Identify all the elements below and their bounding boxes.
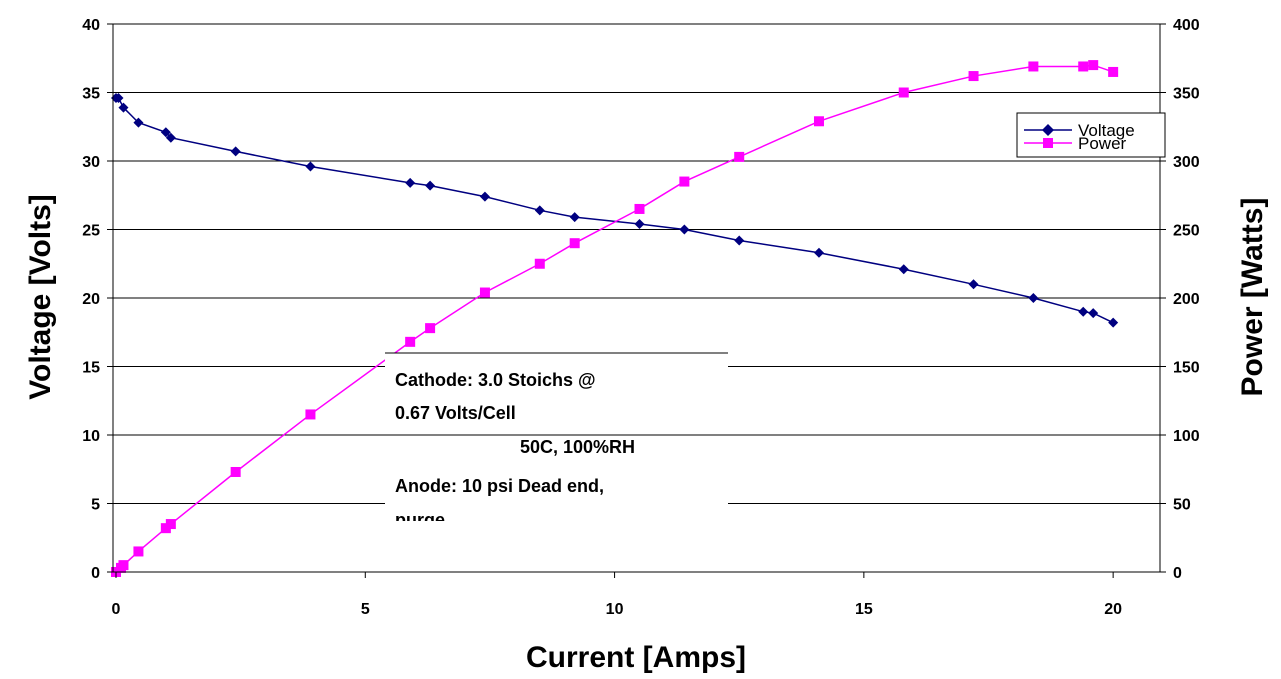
power-point: [534, 258, 545, 269]
voltage-point: [479, 191, 490, 202]
y-axis-title: Voltage [Volts]: [24, 194, 57, 400]
annotation-line-2: 0.67 Volts/Cell: [395, 403, 516, 423]
voltage-point: [569, 212, 580, 223]
annotation-line-4: Anode: 10 psi Dead end,: [395, 476, 604, 496]
power-point: [405, 336, 416, 347]
power-point: [165, 519, 176, 530]
power-point: [1108, 66, 1119, 77]
legend-power-marker: [1043, 138, 1053, 148]
axes: 0510152025303540050100150200250300350400…: [82, 17, 1200, 618]
y-tick-label: 15: [82, 360, 100, 377]
voltage-point: [133, 117, 144, 128]
y2-tick-label: 0: [1173, 565, 1182, 582]
voltage-point: [113, 92, 124, 103]
y2-tick-label: 350: [1173, 86, 1200, 103]
voltage-point: [1028, 293, 1039, 303]
power-point: [1078, 61, 1089, 72]
annotation-line-3: 50C, 100%RH: [520, 437, 635, 457]
power-point: [1028, 61, 1039, 72]
voltage-point: [230, 146, 241, 157]
x-axis-title: Current [Amps]: [526, 641, 746, 674]
voltage-point: [679, 224, 690, 235]
power-point: [634, 203, 645, 214]
voltage-point: [425, 180, 436, 191]
y-tick-label: 40: [82, 17, 100, 34]
y-tick-label: 5: [91, 497, 100, 514]
legend: Voltage Power: [1016, 112, 1166, 158]
power-point: [1088, 60, 1099, 71]
y2-tick-label: 50: [1173, 497, 1191, 514]
power-point: [898, 87, 909, 98]
legend-box: [1016, 112, 1166, 158]
voltage-point: [160, 127, 171, 138]
power-point: [479, 287, 490, 298]
series-layer: [111, 60, 1119, 577]
power-point: [679, 176, 690, 187]
power-point: [425, 323, 436, 334]
y2-tick-label: 100: [1173, 428, 1200, 445]
voltage-point: [1078, 306, 1089, 317]
x-tick-label: 10: [606, 601, 624, 618]
y-tick-label: 35: [82, 86, 100, 103]
voltage-point: [534, 205, 545, 216]
y-tick-label: 20: [82, 291, 100, 308]
x-tick-label: 5: [361, 601, 370, 618]
y2-tick-label: 200: [1173, 291, 1200, 308]
voltage-point: [165, 132, 176, 143]
voltage-point: [305, 161, 316, 172]
power-point: [968, 71, 979, 82]
y2-tick-label: 150: [1173, 360, 1200, 377]
x-tick-label: 0: [112, 601, 121, 618]
power-point: [305, 409, 316, 420]
legend-voltage-label: Voltage: [1078, 121, 1135, 140]
voltage-point: [118, 102, 129, 113]
y2-tick-label: 300: [1173, 154, 1200, 171]
voltage-series-line: [116, 97, 1114, 324]
annotation-clip: purge: [395, 510, 445, 530]
y-tick-label: 30: [82, 154, 100, 171]
legend-voltage-marker: [1042, 124, 1054, 136]
y-tick-label: 0: [91, 565, 100, 582]
y2-tick-label: 250: [1173, 223, 1200, 240]
power-point: [230, 466, 241, 477]
annotation-box: Cathode: 3.0 Stoichs @ 0.67 Volts/Cell 5…: [385, 352, 728, 530]
voltage-point: [634, 219, 645, 230]
power-point: [133, 546, 144, 557]
y-tick-label: 10: [82, 428, 100, 445]
annotation-line-5: purge: [395, 510, 445, 530]
y2-tick-label: 400: [1173, 17, 1200, 34]
legend-power-label: Power: [1078, 134, 1127, 153]
annotation-background: [385, 353, 728, 521]
power-point: [569, 238, 580, 249]
power-point: [734, 151, 745, 162]
voltage-point: [1088, 308, 1099, 319]
power-point: [118, 560, 129, 571]
power-point: [813, 116, 824, 127]
voltage-point: [968, 279, 979, 290]
annotation-line-1: Cathode: 3.0 Stoichs @: [395, 370, 596, 390]
voltage-point: [898, 264, 909, 275]
voltage-point: [813, 247, 824, 258]
voltage-point: [734, 235, 745, 246]
x-tick-label: 15: [855, 601, 873, 618]
voltage-point: [405, 177, 416, 188]
x-tick-label: 20: [1104, 601, 1122, 618]
y-tick-label: 25: [82, 223, 100, 240]
voltage-point: [1108, 317, 1119, 328]
y2-axis-title: Power [Watts]: [1236, 198, 1269, 397]
